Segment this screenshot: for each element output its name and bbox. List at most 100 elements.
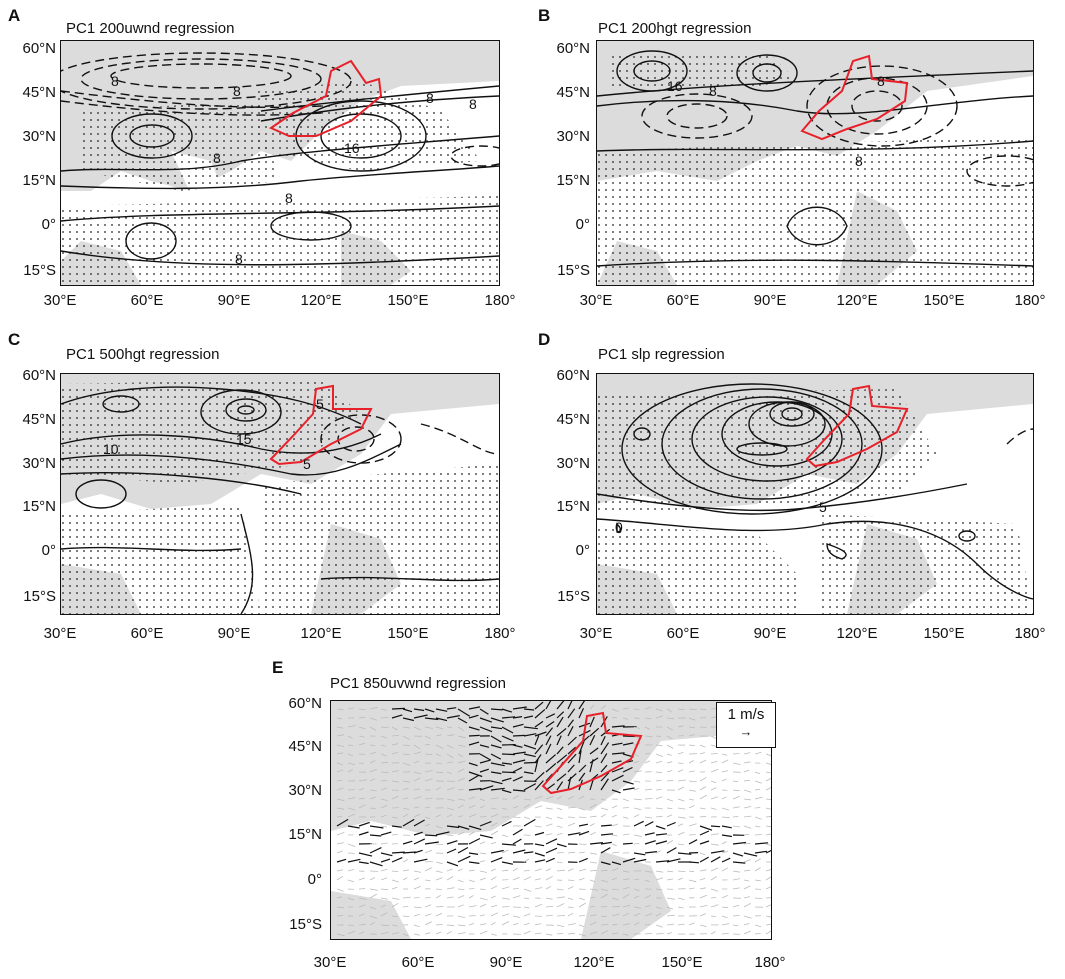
wind-vector	[402, 753, 410, 756]
wind-vector	[677, 752, 684, 755]
wind-vector	[644, 735, 653, 738]
dashed-contours	[320, 414, 499, 464]
wind-vector	[589, 803, 597, 809]
wind-vector	[633, 760, 640, 764]
wind-vector	[600, 869, 608, 872]
wind-vector	[380, 735, 388, 739]
wind-vector	[380, 761, 389, 764]
wind-vector	[512, 716, 523, 719]
wind-vector	[369, 751, 377, 755]
solid-contours	[61, 386, 499, 614]
wind-vector	[567, 897, 574, 900]
wind-vector	[490, 857, 503, 863]
wind-vector	[545, 868, 551, 872]
wind-vector	[435, 726, 444, 730]
wind-vector	[391, 735, 399, 737]
wind-vector	[611, 923, 618, 926]
wind-vector	[666, 847, 677, 854]
wind-vector	[380, 858, 391, 863]
wind-vector	[347, 924, 355, 926]
wind-vector	[402, 896, 411, 899]
wind-vector	[501, 834, 509, 838]
wind-vector	[479, 923, 487, 926]
wind-vector	[512, 876, 520, 881]
wind-vector	[556, 711, 565, 719]
wind-vector	[699, 852, 706, 856]
wind-vector	[732, 861, 746, 864]
wind-vector	[556, 773, 567, 782]
wind-vector	[545, 875, 553, 881]
wind-vector	[424, 797, 433, 800]
wind-vector	[358, 788, 365, 791]
wind-vector	[501, 897, 510, 900]
wind-vector	[688, 805, 695, 809]
wind-vector	[534, 758, 539, 773]
wind-vector	[468, 726, 480, 731]
wind-vector	[347, 744, 354, 747]
wind-vector	[523, 715, 534, 719]
wind-vector	[380, 717, 389, 719]
wind-vector	[655, 735, 662, 737]
lat-label: 60°N	[22, 40, 56, 57]
wind-vector	[600, 814, 606, 818]
wind-vector	[633, 895, 640, 899]
wind-vector	[336, 734, 345, 737]
wind-vector	[501, 849, 509, 854]
wind-vector	[457, 831, 464, 836]
wind-vector	[743, 930, 752, 935]
wind-vector	[380, 787, 388, 791]
wind-vector	[688, 708, 697, 711]
wind-vector	[622, 857, 636, 863]
wind-vector	[468, 714, 479, 719]
wind-vector	[523, 858, 530, 863]
wind-vector	[413, 726, 422, 731]
wind-vector	[490, 762, 505, 767]
wind-vector	[501, 735, 514, 742]
wind-vector	[501, 777, 512, 782]
wind-vector	[490, 822, 498, 827]
wind-vector	[347, 930, 355, 935]
wind-vector	[556, 781, 564, 791]
wind-vector	[336, 906, 345, 909]
wind-vector	[457, 815, 464, 818]
panel-letter-c: C	[8, 330, 21, 349]
wind-vector	[457, 735, 466, 739]
wind-vector	[424, 932, 431, 935]
wind-vector	[633, 843, 640, 845]
wind-vector	[611, 932, 619, 935]
wind-vector	[545, 754, 556, 764]
wind-vector	[754, 924, 762, 928]
wind-vector	[424, 770, 433, 773]
wind-vector	[336, 933, 345, 937]
wind-vector	[358, 797, 365, 800]
wind-vector	[413, 897, 420, 899]
wind-vector	[710, 843, 719, 846]
wind-vector	[556, 796, 563, 800]
wind-vector	[468, 905, 477, 908]
wind-vector	[721, 759, 729, 764]
wind-vector	[677, 923, 685, 926]
wind-vector	[567, 773, 577, 782]
wind-vector	[611, 774, 624, 782]
wind-vector	[501, 726, 514, 734]
wind-vector	[468, 771, 483, 778]
wind-vector	[644, 788, 652, 791]
wind-vector	[765, 787, 771, 791]
lon-label: 180°	[1014, 292, 1046, 309]
wind-vector	[380, 924, 389, 927]
wind-vector	[589, 931, 598, 935]
wind-vector	[743, 896, 750, 899]
wind-vector	[732, 887, 740, 890]
wind-vector	[578, 701, 586, 710]
wind-vector	[490, 868, 496, 872]
wind-vector	[446, 744, 454, 749]
wind-vector	[655, 744, 663, 747]
wind-vector	[402, 735, 411, 741]
wind-vector	[490, 895, 496, 899]
lat-label: 30°N	[22, 128, 56, 145]
wind-vector	[578, 722, 591, 728]
wind-vector	[479, 759, 491, 764]
wind-vector	[567, 701, 573, 710]
wind-vector	[369, 861, 383, 867]
wind-vector	[512, 915, 520, 918]
